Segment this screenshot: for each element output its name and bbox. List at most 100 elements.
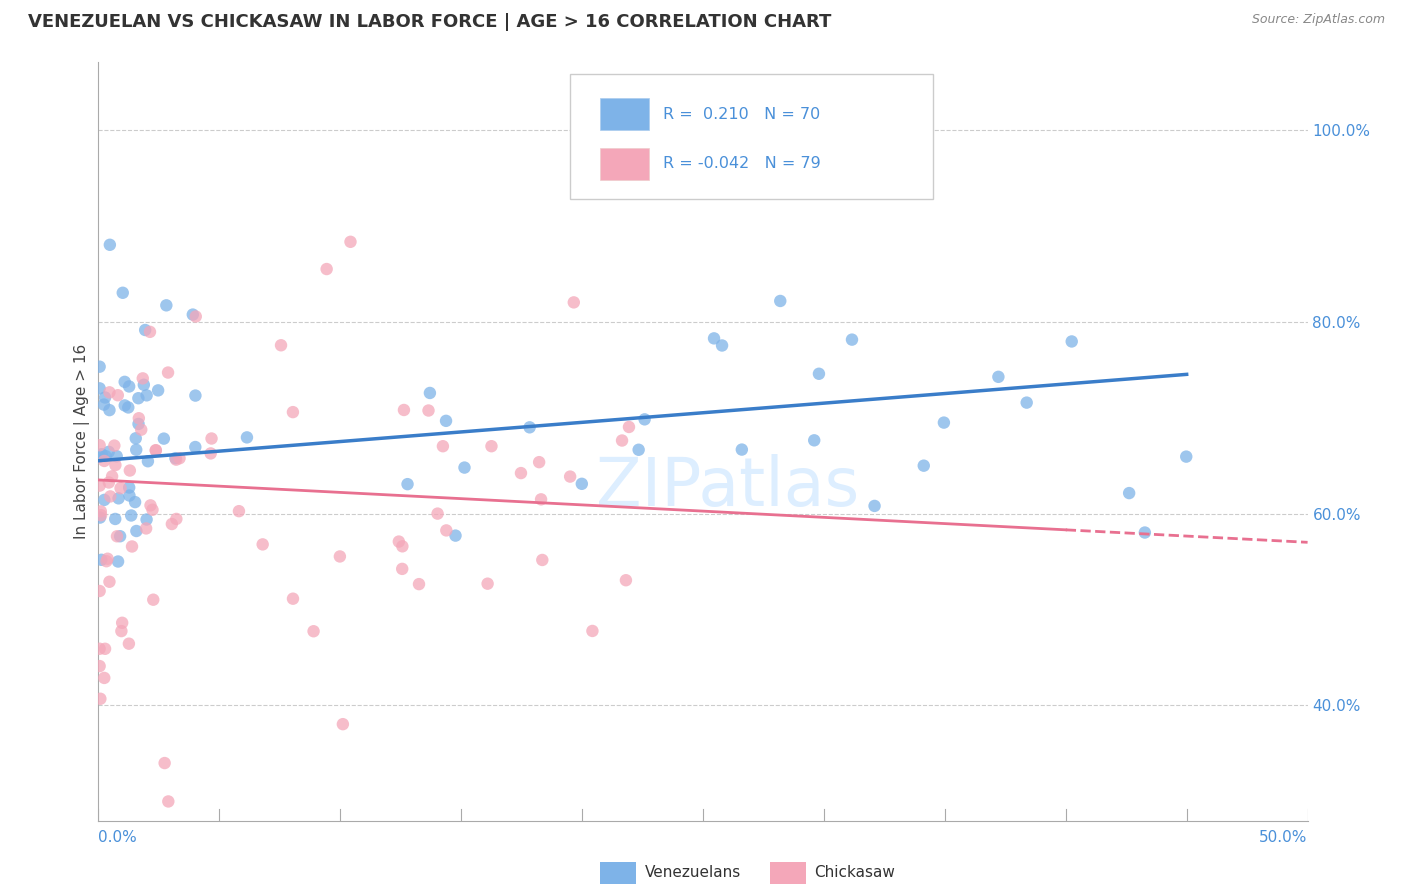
Point (89, 359, 111, 374)
Point (107, 491, 129, 506)
Point (408, 577, 430, 591)
Point (129, 423, 152, 437)
Point (128, 411, 150, 425)
Bar (769, 863, 806, 884)
Point (94, 449, 117, 463)
Point (146, 384, 169, 398)
Point (181, 308, 204, 322)
Point (432, 439, 454, 453)
Text: 0.0%: 0.0% (98, 830, 138, 846)
Point (332, 717, 354, 731)
Point (139, 325, 162, 339)
Point (731, 442, 754, 457)
Point (97, 551, 120, 566)
Point (94, 641, 117, 656)
Point (118, 489, 141, 503)
Point (89, 478, 111, 492)
Point (89, 659, 111, 673)
Point (114, 399, 136, 413)
Point (135, 512, 157, 526)
Point (396, 477, 419, 491)
Point (90, 447, 112, 461)
Point (105, 449, 128, 463)
Point (270, 338, 292, 352)
Point (93, 398, 115, 412)
Point (391, 562, 413, 576)
Point (108, 529, 131, 543)
Point (142, 592, 165, 607)
Point (329, 549, 352, 564)
Point (1015, 395, 1038, 409)
Point (90, 553, 112, 567)
Point (107, 554, 129, 568)
Point (426, 507, 449, 521)
Point (769, 293, 792, 308)
Point (1133, 525, 1156, 540)
Point (165, 512, 187, 526)
Point (93, 671, 115, 685)
Point (89, 691, 111, 706)
Point (114, 375, 136, 389)
Bar (600, 863, 637, 884)
Point (863, 499, 886, 513)
Point (807, 367, 830, 381)
Point (141, 502, 163, 516)
Point (184, 440, 207, 454)
Point (453, 460, 475, 475)
Point (530, 492, 553, 507)
Point (200, 446, 222, 460)
Point (711, 338, 734, 352)
Point (118, 481, 141, 495)
Point (89, 641, 111, 656)
Point (89, 510, 111, 524)
Point (627, 442, 650, 457)
Text: Chickasaw: Chickasaw (814, 865, 896, 880)
Point (89, 584, 111, 599)
Point (101, 469, 124, 483)
Point (124, 495, 146, 509)
Point (160, 516, 183, 531)
Point (932, 416, 955, 430)
Point (107, 388, 129, 402)
Point (94, 391, 117, 405)
Point (117, 401, 139, 415)
Point (135, 521, 157, 535)
Point (105, 529, 128, 543)
Point (418, 403, 440, 417)
Text: VENEZUELAN VS CHICKASAW IN LABOR FORCE | AGE > 16 CORRELATION CHART: VENEZUELAN VS CHICKASAW IN LABOR FORCE |… (28, 13, 831, 31)
Point (510, 466, 533, 480)
Point (184, 388, 207, 402)
Point (252, 537, 274, 551)
Text: ZIPatlas: ZIPatlas (596, 454, 859, 520)
Point (90, 504, 112, 518)
Point (127, 391, 149, 405)
Point (103, 439, 125, 453)
Point (477, 576, 499, 591)
Point (165, 451, 187, 466)
Bar (600, 148, 648, 180)
Point (157, 366, 180, 380)
Point (392, 403, 415, 417)
Point (90, 508, 112, 523)
Point (98, 490, 121, 504)
Point (118, 637, 141, 651)
Point (281, 591, 304, 606)
Point (391, 539, 413, 553)
Point (153, 432, 176, 446)
Point (118, 379, 141, 393)
Point (560, 469, 582, 483)
Point (228, 504, 250, 518)
Point (89, 381, 111, 395)
Point (132, 377, 155, 392)
Point (125, 442, 148, 457)
Point (118, 463, 141, 477)
FancyBboxPatch shape (569, 74, 932, 199)
Point (581, 624, 603, 638)
Point (169, 451, 191, 466)
Text: R = -0.042   N = 79: R = -0.042 N = 79 (664, 156, 821, 171)
Point (97, 475, 120, 490)
Point (434, 524, 457, 538)
Point (145, 443, 167, 458)
Point (111, 285, 134, 300)
Point (703, 331, 725, 345)
